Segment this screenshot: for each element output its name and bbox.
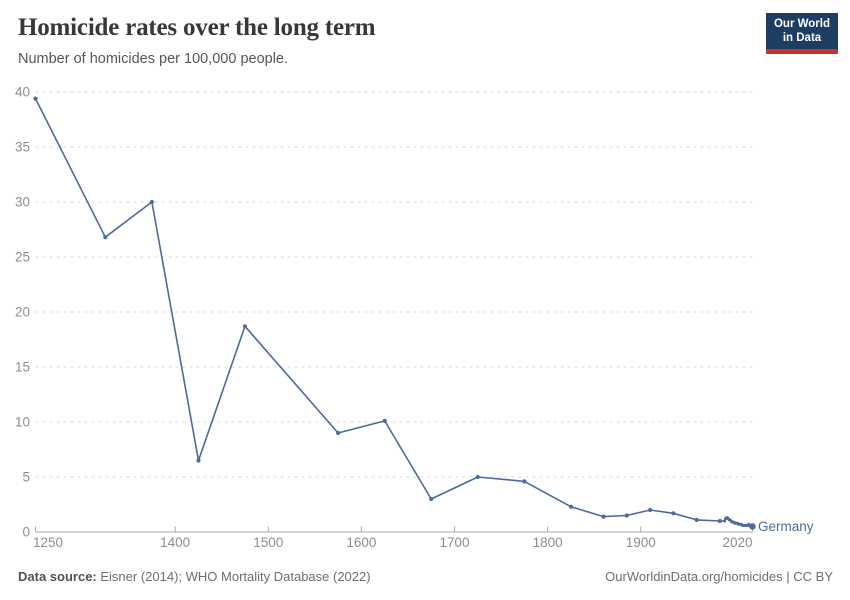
y-tick-label: 30 xyxy=(15,195,30,210)
data-point[interactable] xyxy=(671,511,676,516)
y-tick-label: 40 xyxy=(15,85,30,100)
x-tick-label: 1600 xyxy=(346,535,376,550)
datasource-label: Data source: xyxy=(18,569,97,584)
datasource-value: Eisner (2014); WHO Mortality Database (2… xyxy=(96,569,371,584)
data-point[interactable] xyxy=(475,474,480,480)
data-point[interactable] xyxy=(382,418,387,423)
x-tick-label: 2020 xyxy=(722,535,752,550)
y-tick-label: 5 xyxy=(22,470,30,485)
x-tick-label: 1700 xyxy=(440,535,470,550)
y-tick-label: 0 xyxy=(22,525,30,540)
series-line-germany[interactable] xyxy=(34,98,753,528)
y-tick-label: 20 xyxy=(15,305,30,320)
footer-link[interactable]: OurWorldinData.org/homicides | CC BY xyxy=(605,569,833,584)
page-title: Homicide rates over the long term xyxy=(18,14,376,41)
owid-logo-line1: Our World xyxy=(773,18,830,30)
data-point[interactable] xyxy=(429,496,434,502)
data-point[interactable] xyxy=(196,458,201,463)
data-point[interactable] xyxy=(717,518,723,524)
data-point[interactable] xyxy=(694,517,699,523)
data-point[interactable] xyxy=(336,430,341,436)
x-tick-label: 1250 xyxy=(33,535,63,550)
page-subtitle: Number of homicides per 100,000 people. xyxy=(18,51,289,67)
x-tick-label: 1500 xyxy=(253,535,283,550)
owid-logo[interactable]: Our World in Data xyxy=(766,13,838,54)
footer-datasource: Data source: Eisner (2014); WHO Mortalit… xyxy=(18,569,371,584)
x-tick-label: 1800 xyxy=(533,535,563,550)
y-tick-label: 25 xyxy=(15,250,30,265)
data-point[interactable] xyxy=(568,504,574,509)
series-label-germany[interactable]: Germany xyxy=(758,519,814,534)
y-tick-label: 15 xyxy=(15,360,30,375)
y-tick-label: 35 xyxy=(15,140,30,155)
x-tick-label: 1900 xyxy=(626,535,656,550)
x-tick-label: 1400 xyxy=(160,535,190,550)
data-point[interactable] xyxy=(33,96,38,101)
data-point[interactable] xyxy=(103,235,108,240)
data-point[interactable] xyxy=(648,507,653,513)
y-tick-label: 10 xyxy=(15,415,30,430)
data-point[interactable] xyxy=(522,479,527,484)
data-point[interactable] xyxy=(601,514,606,519)
data-point[interactable] xyxy=(242,324,248,329)
owid-logo-line2: in Data xyxy=(782,31,822,44)
data-point[interactable] xyxy=(749,523,756,530)
data-point[interactable] xyxy=(149,199,154,205)
data-point[interactable] xyxy=(624,513,629,518)
